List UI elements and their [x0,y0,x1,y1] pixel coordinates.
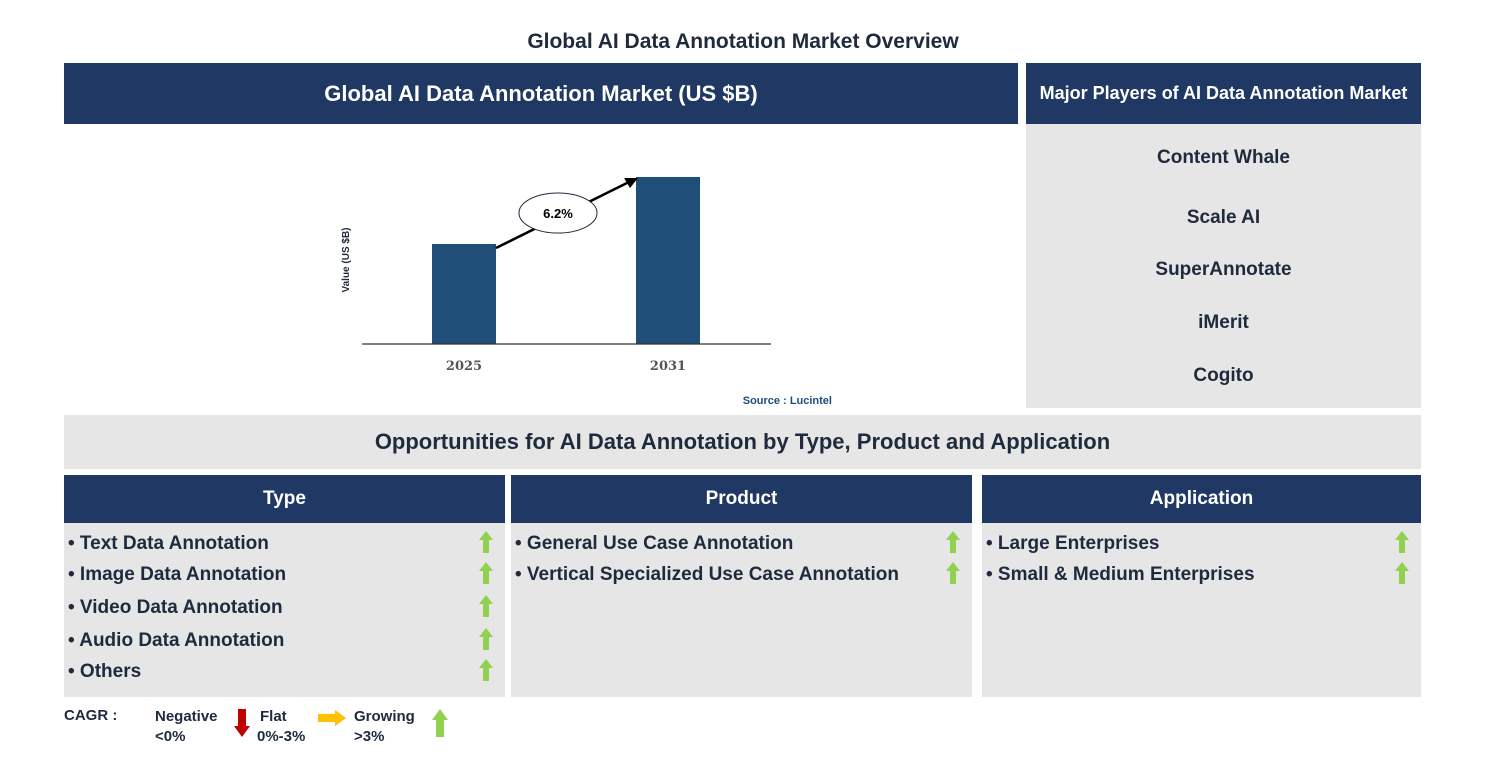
list-item: • Image Data Annotation [68,564,287,585]
list-item: • Vertical Specialized Use Case Annotati… [515,564,899,585]
legend-growing-range: >3% [354,728,385,745]
growing-arrow-icon [479,531,493,553]
player: SuperAnnotate [1155,259,1292,280]
legend-negative-label: Negative [155,708,218,725]
list-item: • Audio Data Annotation [68,630,285,651]
legend-growing: Growing >3% [354,707,415,747]
down-arrow-icon [234,709,250,737]
page-title: Global AI Data Annotation Market Overvie… [527,30,959,53]
growing-arrow-icon [479,659,493,681]
column-header: Type [64,475,505,523]
growth-arrowhead [624,178,638,188]
growing-arrow-icon [479,628,493,650]
legend-flat-label: Flat [260,708,287,725]
growing-arrow-icon [479,562,493,584]
column-header: Application [982,475,1421,523]
list-item: • Others [68,661,142,682]
cagr-ellipse [518,192,598,234]
player: Content Whale [1157,147,1290,168]
list-item: • Small & Medium Enterprises [986,564,1255,585]
cagr-value: 6.2% [543,206,573,221]
growing-arrow-icon [479,595,493,617]
list-item: • General Use Case Annotation [515,533,794,554]
up-arrow-icon [432,709,448,737]
chart-header: Global AI Data Annotation Market (US $B) [64,63,1018,124]
players-header: Major Players of AI Data Annotation Mark… [1026,63,1421,124]
legend-negative: Negative <0% [155,707,218,747]
bar-2031 [636,177,700,344]
legend-growing-label: Growing [354,708,415,725]
growing-arrow-icon [1395,562,1409,584]
player: iMerit [1198,312,1249,333]
column-body: • Text Data Annotation • Image Data Annot… [64,523,505,697]
y-axis-label: Value (US $B) [341,227,352,292]
legend-negative-range: <0% [155,728,186,745]
growing-arrow-icon [946,562,960,584]
list-item: • Video Data Annotation [68,597,283,618]
cagr-label: CAGR : [64,707,118,724]
column-body: • General Use Case Annotation • Vertical … [511,523,972,697]
column-header: Product [511,475,972,523]
player: Cogito [1193,365,1254,386]
x-tick-label: 2031 [650,359,686,374]
right-arrow-icon [318,710,346,726]
list-item: • Large Enterprises [986,533,1160,554]
column-body: • Large Enterprises • Small & Medium Ente… [982,523,1421,697]
player: Scale AI [1186,207,1261,228]
growing-arrow-icon [1395,531,1409,553]
list-item: • Text Data Annotation [68,533,269,554]
opportunities-banner: Opportunities for AI Data Annotation by … [64,415,1421,469]
bar-2025 [432,244,496,344]
players-panel: Content Whale Scale AI SuperAnnotate iMe… [1026,124,1421,408]
legend-flat-range: 0%-3% [257,728,306,745]
source-label: Source : Lucintel [743,395,832,407]
growing-arrow-icon [946,531,960,553]
legend-flat: Flat 0%-3% [257,707,305,747]
x-tick-label: 2025 [446,359,482,374]
bar-chart: Value (US $B) 2025 2031 6.2% Source : Luc… [341,177,832,407]
